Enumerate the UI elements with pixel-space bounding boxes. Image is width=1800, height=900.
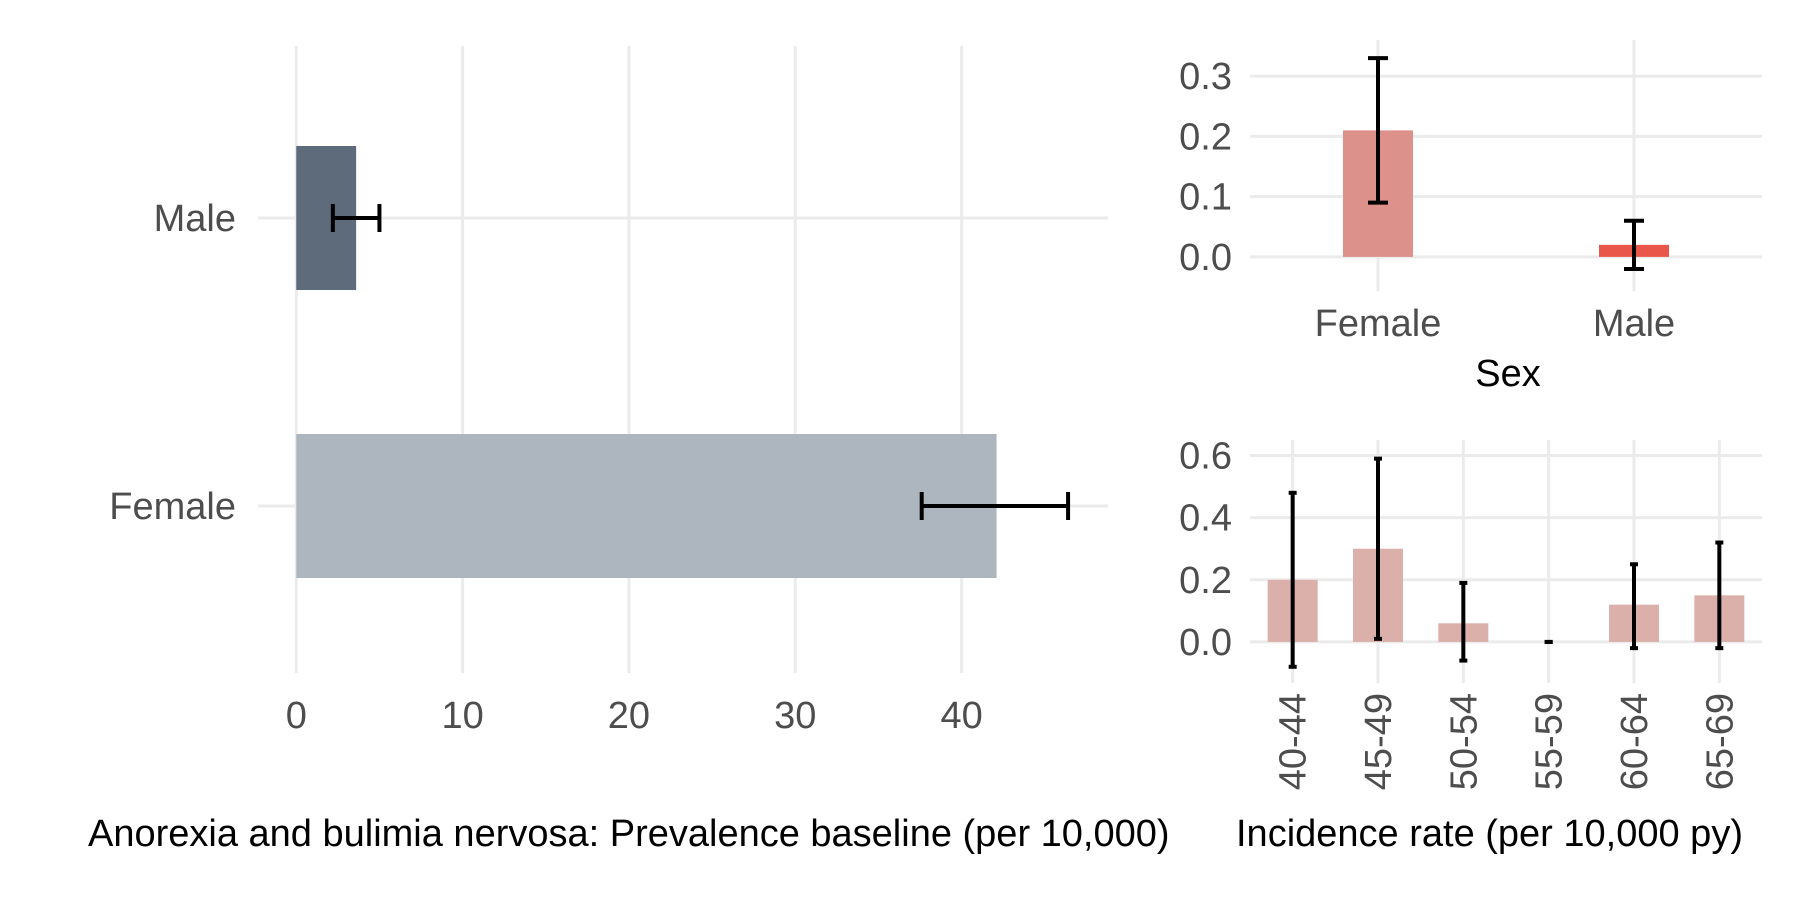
age-errorbar-50-54: [1459, 580, 1468, 663]
sex-axis-title: Sex: [1475, 353, 1540, 395]
prevalence-x-tick-label: 30: [774, 695, 816, 737]
age-x-tick-label: 45-49: [1358, 693, 1400, 790]
prevalence-axis-title: Anorexia and bulimia nervosa: Prevalence…: [88, 813, 1170, 855]
prevalence-x-tick-label: 10: [441, 695, 483, 737]
age-x-tick-label: 60-64: [1614, 693, 1656, 790]
age-y-tick-label: 0.2: [1179, 560, 1232, 602]
age-errorbar-45-49: [1374, 456, 1382, 641]
age-x-tick-label: 55-59: [1529, 693, 1571, 790]
prevalence-y-tick-label: Male: [154, 198, 236, 240]
age-y-tick-label: 0.4: [1179, 498, 1232, 540]
age-y-tick-label: 0.0: [1179, 622, 1232, 664]
age-errorbar-60-64: [1630, 562, 1638, 651]
prevalence-x-tick-label: 20: [608, 695, 650, 737]
sex-x-tick-label: Male: [1593, 303, 1675, 345]
age-x-tick-label: 65-69: [1699, 693, 1741, 790]
age-y-tick-label: 0.6: [1179, 436, 1232, 478]
sex-x-tick-label: Female: [1315, 303, 1442, 345]
prevalence-y-tick-label: Female: [109, 486, 236, 528]
age-errorbar-40-44: [1288, 490, 1297, 669]
incidence-axis-title: Incidence rate (per 10,000 py): [1236, 813, 1743, 855]
sex-y-tick-label: 0.1: [1179, 177, 1232, 219]
age-x-tick-label: 50-54: [1443, 693, 1485, 790]
incidence-by-sex-panel: 0.0 0.1 0.2 0.3 Female Male: [1179, 40, 1762, 345]
sex-y-tick-label: 0.3: [1179, 56, 1232, 98]
prevalence-x-tick-label: 0: [286, 695, 307, 737]
prevalence-panel: 0 10 20 30 40 Male Female: [109, 46, 1108, 737]
incidence-by-age-panel: 0.0 0.2 0.4 0.6 40-44 45-49 50-54 55-59 60-64 65-…: [1179, 436, 1762, 790]
prevalence-errorbar-male: [330, 204, 382, 232]
age-x-tick-label: 40-44: [1273, 693, 1315, 790]
sex-errorbar-male: [1624, 218, 1644, 271]
age-errorbar-65-69: [1715, 540, 1724, 651]
prevalence-x-tick-label: 40: [940, 695, 982, 737]
sex-y-tick-label: 0.2: [1179, 116, 1232, 158]
sex-y-tick-label: 0.0: [1179, 237, 1232, 279]
sex-errorbar-female: [1368, 56, 1388, 205]
prevalence-errorbar-female: [919, 492, 1071, 520]
prevalence-bar-female: [296, 434, 997, 578]
